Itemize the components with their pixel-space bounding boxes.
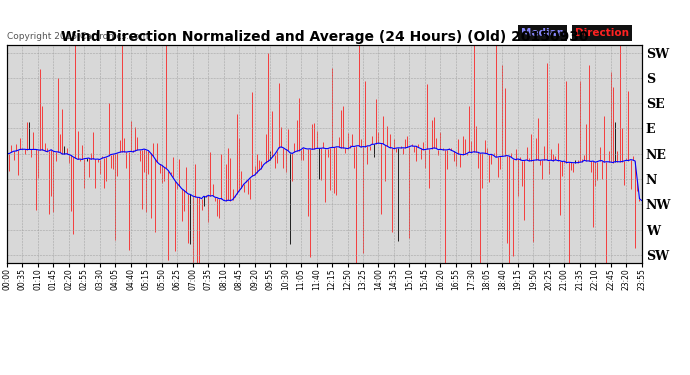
Text: Median: Median <box>521 28 564 38</box>
Text: Direction: Direction <box>575 28 629 38</box>
Title: Wind Direction Normalized and Average (24 Hours) (Old) 20150930: Wind Direction Normalized and Average (2… <box>61 30 588 44</box>
Text: Copyright 2015 Cartronics.com: Copyright 2015 Cartronics.com <box>7 32 148 40</box>
